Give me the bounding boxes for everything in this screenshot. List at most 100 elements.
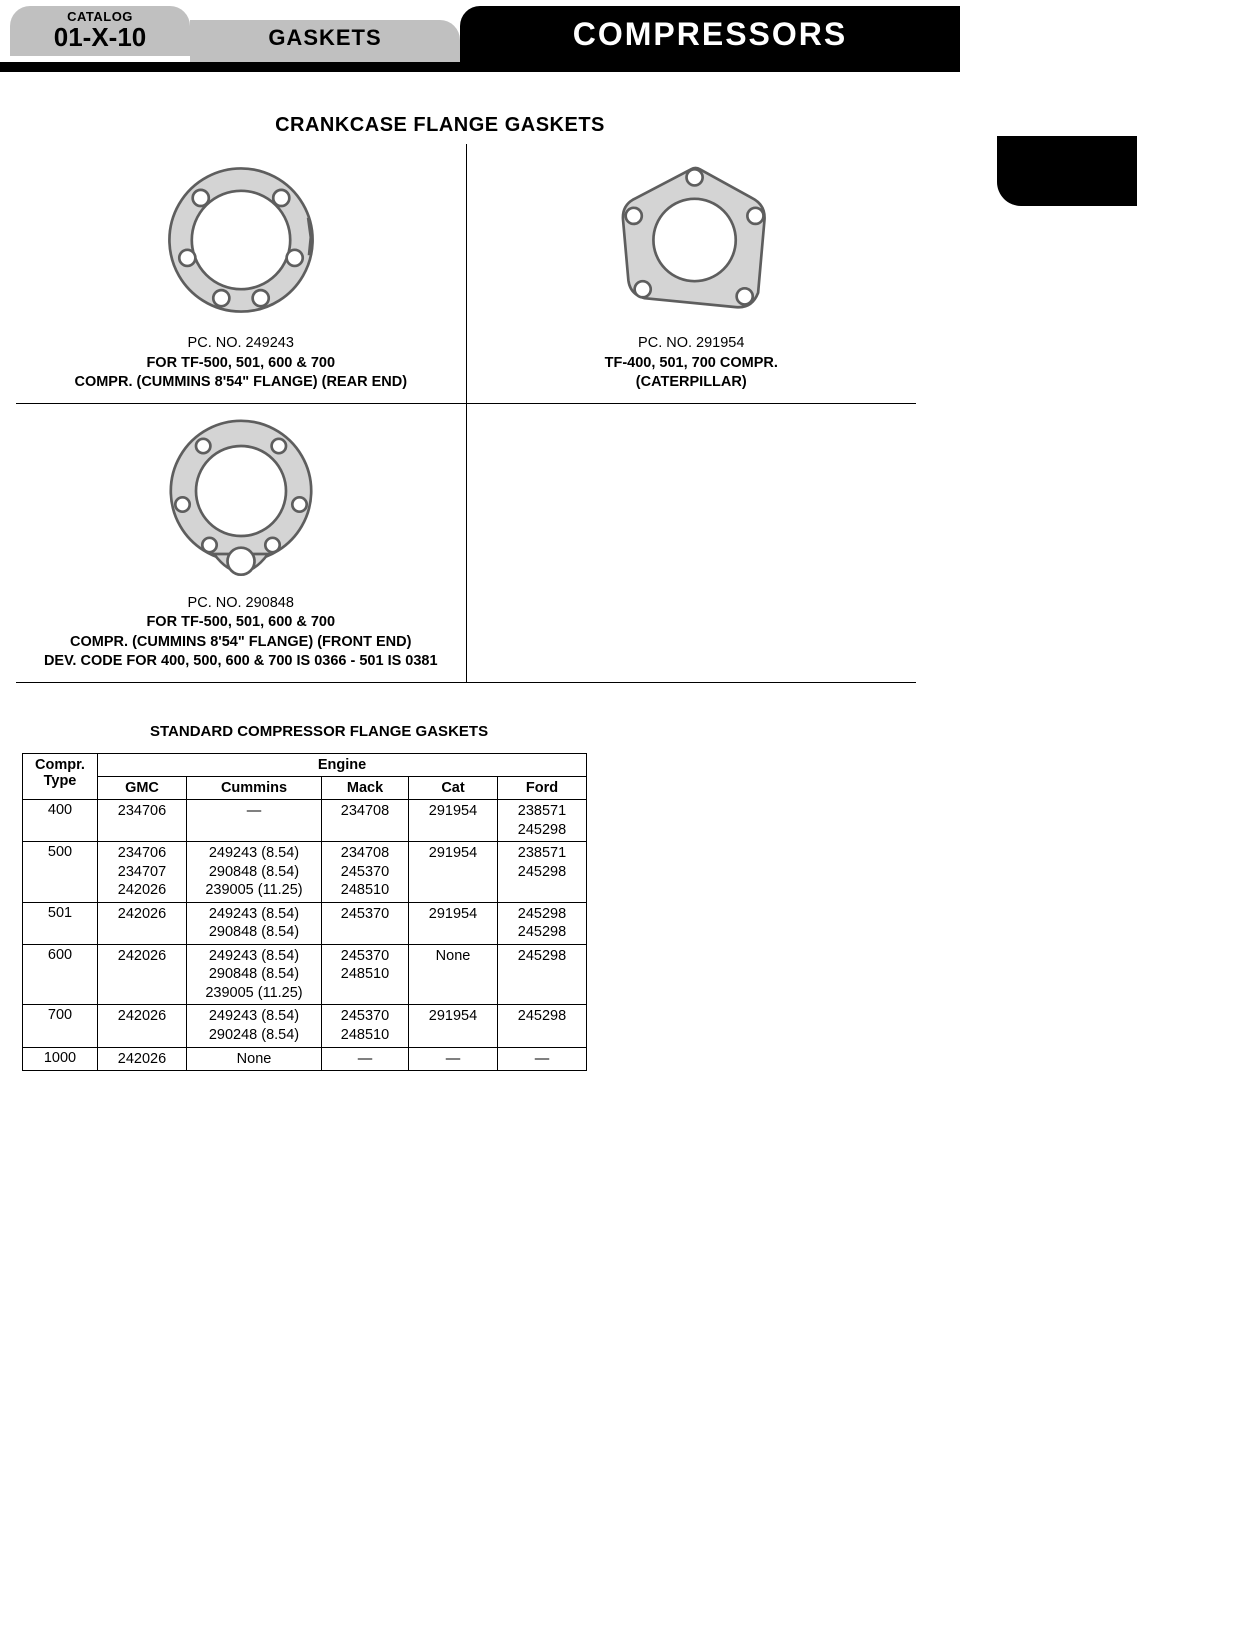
col-ford: Ford	[498, 777, 587, 800]
cell-value: 238571	[506, 844, 578, 863]
cell-value: 234706	[106, 844, 178, 863]
gasket-label: PC. NO. 290848 FOR TF-500, 501, 600 & 70…	[22, 594, 460, 672]
cell-gmc: 234706	[98, 800, 187, 842]
cell-mack: —	[322, 1047, 409, 1071]
cell-ford: —	[498, 1047, 587, 1071]
col-compr-type: Compr. Type	[23, 754, 98, 800]
cell-value: 245298	[506, 905, 578, 924]
cell-mack: 234708	[322, 800, 409, 842]
cell-compr-type: 501	[23, 902, 98, 944]
cell-value: 249243 (8.54)	[195, 1007, 313, 1026]
table-header-row-2: GMC Cummins Mack Cat Ford	[23, 777, 587, 800]
table-head: Compr. Type Engine GMC Cummins Mack Cat …	[23, 754, 587, 800]
col-mack: Mack	[322, 777, 409, 800]
col-cat: Cat	[409, 777, 498, 800]
col-engine: Engine	[98, 754, 587, 777]
gasket-cell: PC. NO. 291954 TF-400, 501, 700 COMPR. (…	[467, 144, 917, 403]
cell-value: —	[195, 802, 313, 821]
col-cummins: Cummins	[187, 777, 322, 800]
cell-value: 245298	[506, 947, 578, 966]
table-body: 400234706—234708291954238571245298500234…	[23, 800, 587, 1071]
cell-value: None	[195, 1050, 313, 1069]
cell-value: 245298	[506, 863, 578, 882]
gasket-row: PC. NO. 249243 FOR TF-500, 501, 600 & 70…	[16, 144, 916, 404]
gasket-line-1: TF-400, 501, 700 COMPR.	[473, 354, 911, 374]
cell-gmc: 242026	[98, 1047, 187, 1071]
cell-compr-type: 600	[23, 944, 98, 1005]
pc-number: PC. NO. 249243	[22, 334, 460, 354]
cell-value: 234706	[106, 802, 178, 821]
cell-mack: 245370248510	[322, 1005, 409, 1047]
cell-value: 245298	[506, 821, 578, 840]
cell-value: 242026	[106, 905, 178, 924]
catalog-code: 01-X-10	[10, 22, 190, 53]
gasket-drawing-290848	[22, 410, 460, 590]
cell-gmc: 242026	[98, 1005, 187, 1047]
cell-gmc: 242026	[98, 902, 187, 944]
cell-value: 245370	[330, 863, 400, 882]
compressor-tab: COMPRESSORS	[460, 6, 960, 62]
section-title: CRANKCASE FLANGE GASKETS	[0, 114, 880, 137]
cell-value: 239005 (11.25)	[195, 881, 313, 900]
gasket-cell: PC. NO. 249243 FOR TF-500, 501, 600 & 70…	[16, 144, 467, 403]
cell-mack: 245370	[322, 902, 409, 944]
cell-value: 290848 (8.54)	[195, 965, 313, 984]
table-header-row-1: Compr. Type Engine	[23, 754, 587, 777]
cell-value: 290248 (8.54)	[195, 1026, 313, 1045]
cell-value: —	[506, 1050, 578, 1069]
table-row: 501242026249243 (8.54)290848 (8.54)24537…	[23, 902, 587, 944]
gasket-drawing-291954	[473, 150, 911, 330]
cell-ford: 245298245298	[498, 902, 587, 944]
cell-cat: None	[409, 944, 498, 1005]
cell-value: 245370	[330, 1007, 400, 1026]
cell-value: 245298	[506, 923, 578, 942]
cell-value: 242026	[106, 1050, 178, 1069]
cell-cat: 291954	[409, 800, 498, 842]
pc-number: PC. NO. 291954	[473, 334, 911, 354]
gasket-drawing-249243	[22, 150, 460, 330]
cell-value: 248510	[330, 881, 400, 900]
gasket-cell: PC. NO. 290848 FOR TF-500, 501, 600 & 70…	[16, 404, 467, 682]
cell-cummins: 249243 (8.54)290848 (8.54)	[187, 902, 322, 944]
cell-value: 234707	[106, 863, 178, 882]
cell-ford: 238571245298	[498, 842, 587, 903]
cell-value: 291954	[417, 844, 489, 863]
gasket-label: PC. NO. 249243 FOR TF-500, 501, 600 & 70…	[22, 334, 460, 393]
cell-value: 234708	[330, 802, 400, 821]
right-page-edge	[997, 136, 1137, 206]
table-row: 600242026249243 (8.54)290848 (8.54)23900…	[23, 944, 587, 1005]
table-row: 500234706234707242026249243 (8.54)290848…	[23, 842, 587, 903]
catalog-tab: CATALOG 01-X-10	[10, 6, 190, 56]
cell-value: 249243 (8.54)	[195, 905, 313, 924]
table-title: STANDARD COMPRESSOR FLANGE GASKETS	[150, 723, 488, 740]
gasket-row: PC. NO. 290848 FOR TF-500, 501, 600 & 70…	[16, 404, 916, 683]
cell-value: 291954	[417, 1007, 489, 1026]
cell-value: 239005 (11.25)	[195, 984, 313, 1003]
cell-value: —	[417, 1050, 489, 1069]
cell-cat: 291954	[409, 842, 498, 903]
flange-gasket-table: Compr. Type Engine GMC Cummins Mack Cat …	[22, 753, 587, 1071]
cell-value: 238571	[506, 802, 578, 821]
cell-mack: 234708245370248510	[322, 842, 409, 903]
gasket-line-2: COMPR. (CUMMINS 8'54" FLANGE) (FRONT END…	[22, 633, 460, 653]
cell-value: 234708	[330, 844, 400, 863]
cell-compr-type: 1000	[23, 1047, 98, 1071]
gasket-line-3: DEV. CODE FOR 400, 500, 600 & 700 IS 036…	[22, 652, 460, 672]
cell-cat: —	[409, 1047, 498, 1071]
cell-value: 245298	[506, 1007, 578, 1026]
cell-gmc: 234706234707242026	[98, 842, 187, 903]
cell-value: 242026	[106, 881, 178, 900]
cell-compr-type: 500	[23, 842, 98, 903]
gasket-line-1: FOR TF-500, 501, 600 & 700	[22, 613, 460, 633]
cell-gmc: 242026	[98, 944, 187, 1005]
cell-cummins: —	[187, 800, 322, 842]
cell-value: 245370	[330, 947, 400, 966]
cell-value: 249243 (8.54)	[195, 844, 313, 863]
cell-mack: 245370248510	[322, 944, 409, 1005]
catalog-page: CATALOG 01-X-10 GASKETS COMPRESSORS CRAN…	[0, 0, 1247, 1648]
cell-value: 290848 (8.54)	[195, 923, 313, 942]
gaskets-tab: GASKETS	[190, 20, 460, 62]
gasket-line-2: (CATERPILLAR)	[473, 373, 911, 393]
cell-cummins: None	[187, 1047, 322, 1071]
cell-value: 291954	[417, 905, 489, 924]
